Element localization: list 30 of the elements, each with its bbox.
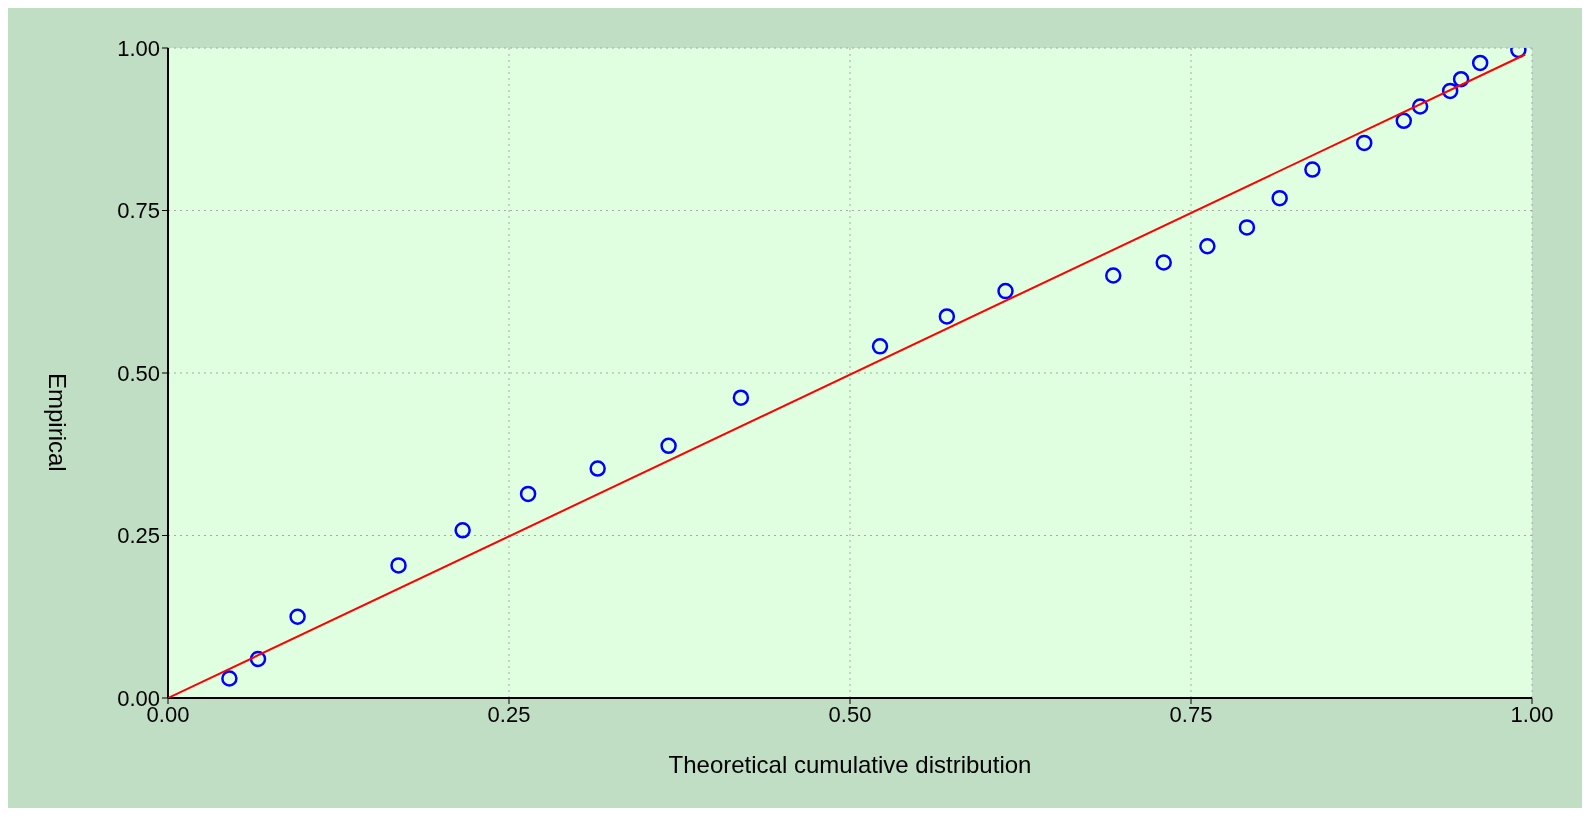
- x-tick-label: 0.25: [487, 701, 531, 727]
- point: [938, 308, 956, 325]
- y-tick-label: 1.00: [117, 35, 160, 61]
- y-tick-label: 0.25: [117, 523, 160, 549]
- point: [1105, 267, 1122, 284]
- point: [1199, 238, 1216, 255]
- y-tick-label: 0.50: [117, 360, 160, 386]
- point: [997, 282, 1014, 300]
- point: [1271, 189, 1288, 207]
- point: [454, 522, 471, 539]
- point: [1395, 112, 1413, 130]
- point: [289, 608, 306, 625]
- point: [660, 437, 677, 455]
- point: [1355, 134, 1373, 152]
- point: [1238, 219, 1256, 236]
- point: [732, 389, 750, 406]
- point: [589, 460, 606, 477]
- x-tick-label: 1.00: [1510, 701, 1554, 727]
- x-tick-label: 0.50: [828, 701, 872, 727]
- point: [519, 485, 537, 503]
- point: [390, 557, 407, 574]
- point: [1471, 54, 1489, 72]
- point: [1155, 254, 1172, 271]
- point: [221, 670, 238, 687]
- x-tick-label: 0.75: [1169, 701, 1213, 727]
- point: [871, 338, 889, 355]
- y-axis-title: Empirical: [44, 373, 72, 472]
- point: [1304, 161, 1321, 178]
- x-axis-title: Theoretical cumulative distribution: [668, 751, 1032, 778]
- y-tick-label: 0.75: [117, 198, 160, 224]
